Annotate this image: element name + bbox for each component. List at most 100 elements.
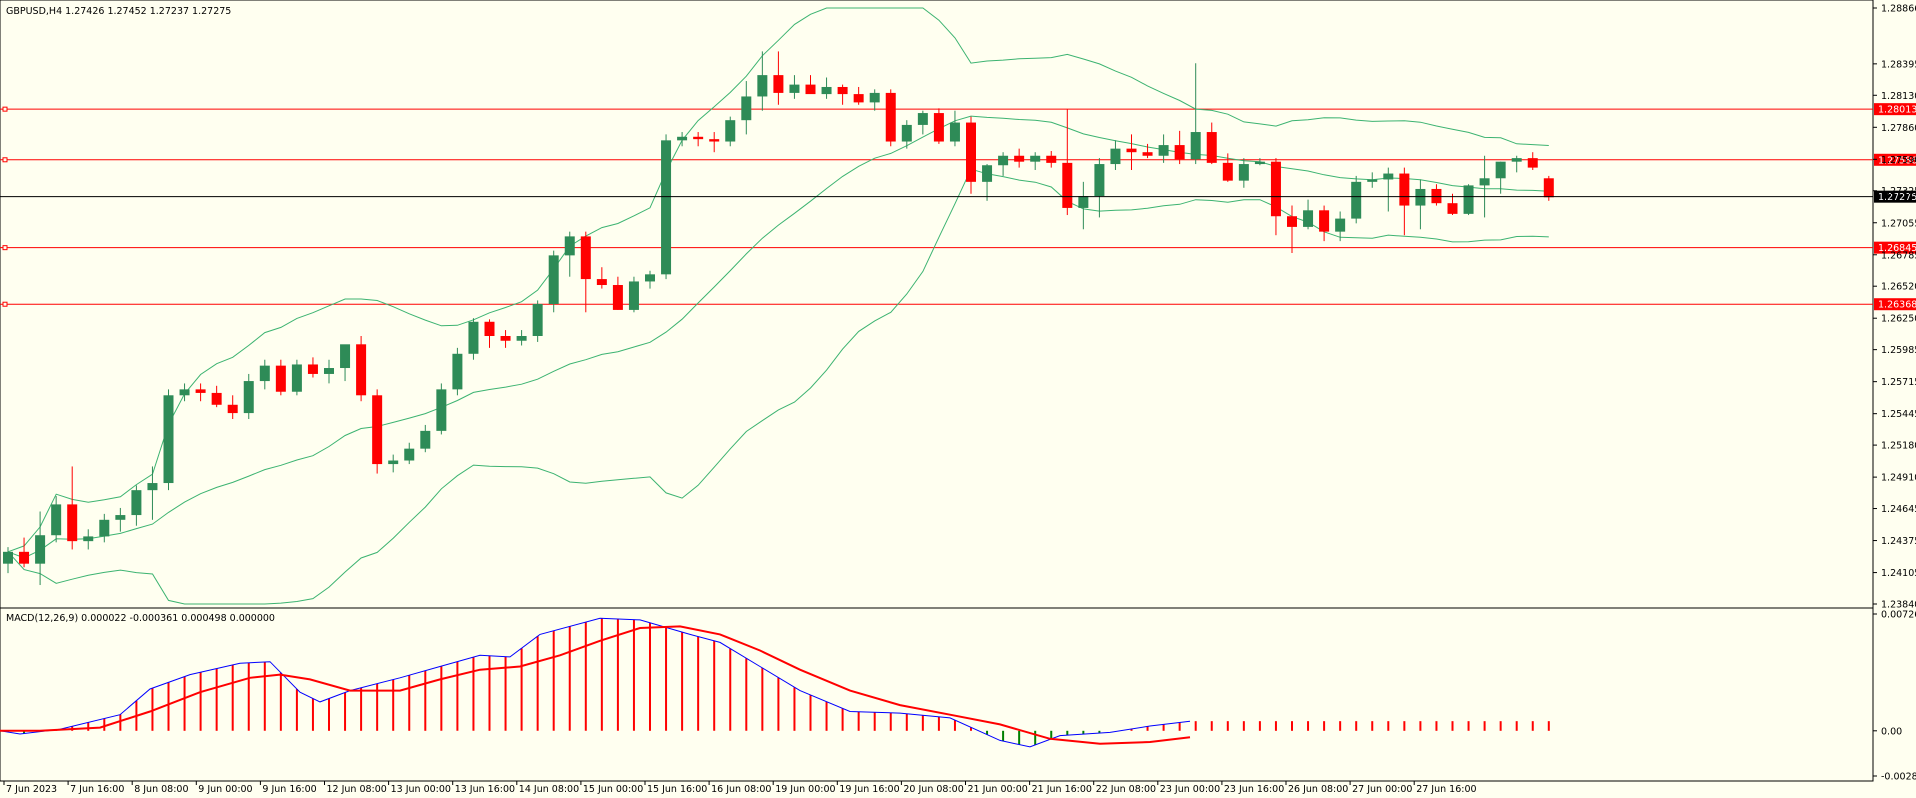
bull-candle (291, 364, 302, 392)
price-tick-label: 1.24375 (1881, 536, 1916, 547)
bear-candle (1014, 155, 1025, 162)
price-tick-label: 1.27860 (1881, 123, 1916, 134)
bull-candle (51, 504, 62, 536)
bull-candle (564, 236, 575, 256)
bull-candle (532, 303, 543, 337)
bear-candle (773, 75, 784, 93)
macd-tick-label: 0.007269 (1881, 610, 1916, 621)
level-tag-label: 1.26368 (1878, 300, 1916, 311)
bull-candle (1110, 148, 1121, 165)
bull-candle (243, 381, 254, 414)
bear-candle (1126, 148, 1137, 153)
bull-candle (725, 120, 736, 142)
bear-candle (612, 285, 623, 310)
bull-candle (982, 165, 993, 182)
bear-candle (1287, 216, 1297, 227)
price-tick-label: 1.26520 (1881, 282, 1916, 293)
time-tick-label: 8 Jun 08:00 (134, 784, 188, 795)
bear-candle (484, 321, 495, 337)
bull-candle (869, 92, 880, 103)
bear-candle (837, 86, 848, 95)
level-anchor (2, 245, 8, 251)
price-tick-label: 1.28130 (1881, 91, 1916, 102)
time-tick-label: 14 Jun 08:00 (519, 784, 579, 795)
time-tick-label: 13 Jun 00:00 (391, 784, 451, 795)
bull-candle (404, 448, 415, 461)
macd-panel-bg (0, 607, 1874, 782)
bull-candle (388, 460, 399, 465)
time-tick-label: 9 Jun 00:00 (198, 784, 252, 795)
bull-candle (1463, 185, 1474, 214)
time-tick-label: 12 Jun 08:00 (327, 784, 387, 795)
price-tick-label: 1.28866 (1881, 4, 1916, 15)
bull-candle (259, 365, 270, 382)
bear-candle (275, 365, 286, 392)
band-middle (7, 115, 1549, 559)
level-tag (1874, 298, 1916, 311)
bull-candle (1351, 181, 1362, 219)
bear-candle (580, 236, 591, 280)
bull-candle (468, 321, 479, 354)
bull-candle (1495, 161, 1506, 179)
bear-candle (67, 504, 78, 542)
bull-candle (757, 75, 768, 97)
level-anchor (2, 106, 8, 112)
bear-candle (500, 336, 511, 341)
bull-candle (628, 281, 639, 310)
bull-candle (1254, 161, 1265, 165)
price-tick-label: 1.27055 (1881, 218, 1916, 229)
bear-candle (966, 122, 976, 182)
time-tick-label: 23 Jun 16:00 (1224, 784, 1284, 795)
level-tag-label: 1.26845 (1878, 243, 1916, 254)
level-tag (1874, 153, 1916, 166)
bull-candle (1367, 179, 1378, 182)
bull-candle (1511, 158, 1522, 162)
bear-candle (933, 113, 944, 142)
bull-candle (1190, 132, 1201, 160)
price-tick-label: 1.25445 (1881, 409, 1916, 420)
macd-tick-label: 0.00 (1881, 726, 1902, 737)
bull-candle (452, 353, 463, 390)
bull-candle (115, 515, 126, 520)
bull-candle (420, 430, 431, 449)
time-axis: 7 Jun 2023 7 Jun 16:00 8 Jun 08:00 9 Jun 00… (3, 781, 1477, 795)
bull-candle (821, 86, 832, 95)
bear-candle (227, 404, 238, 414)
level-anchor (2, 157, 8, 163)
time-tick-label: 27 Jun 00:00 (1352, 784, 1412, 795)
bear-candle (1319, 210, 1330, 232)
bull-candle (35, 535, 46, 564)
price-axis: 1.28866 1.28395 1.28130 1.27860 1.27590 1.273… (1873, 4, 1916, 611)
bear-candle (805, 84, 816, 95)
bear-candle (1206, 132, 1217, 163)
bear-candle (1431, 188, 1442, 204)
bear-candle (307, 364, 318, 374)
time-tick-label: 19 Jun 00:00 (775, 784, 835, 795)
time-tick-label: 15 Jun 00:00 (583, 784, 643, 795)
bull-candle (1030, 155, 1041, 162)
bull-candle (548, 255, 559, 304)
horizontal-levels: 1.28013 1.27586 1.26845 1.26368 (0, 103, 1916, 311)
price-tick-label: 1.24105 (1881, 568, 1916, 579)
time-tick-label: 21 Jun 00:00 (968, 784, 1028, 795)
time-tick-label: 27 Jun 16:00 (1416, 784, 1476, 795)
time-tick-label: 22 Jun 08:00 (1096, 784, 1156, 795)
bull-candle (340, 344, 351, 369)
time-tick-label: 16 Jun 08:00 (711, 784, 771, 795)
time-tick-label: 7 Jun 16:00 (70, 784, 124, 795)
bear-candle (1062, 162, 1073, 208)
bear-candle (1270, 161, 1281, 217)
bear-candle (709, 139, 720, 142)
macd-indicator (0, 617, 1550, 748)
candlestick-series (3, 51, 1554, 586)
bear-candle (1046, 155, 1057, 163)
band-upper (7, 7, 1549, 553)
bull-candle (901, 124, 912, 142)
bull-candle (917, 113, 928, 125)
price-tick-label: 1.24910 (1881, 473, 1916, 484)
macd-axis: 0.007269 0.00 -0.002813 (1873, 610, 1916, 783)
price-tick-label: 1.26250 (1881, 314, 1916, 325)
price-tick-label: 1.27590 (1881, 155, 1916, 166)
bull-candle (1094, 164, 1105, 197)
bear-candle (1447, 203, 1458, 214)
